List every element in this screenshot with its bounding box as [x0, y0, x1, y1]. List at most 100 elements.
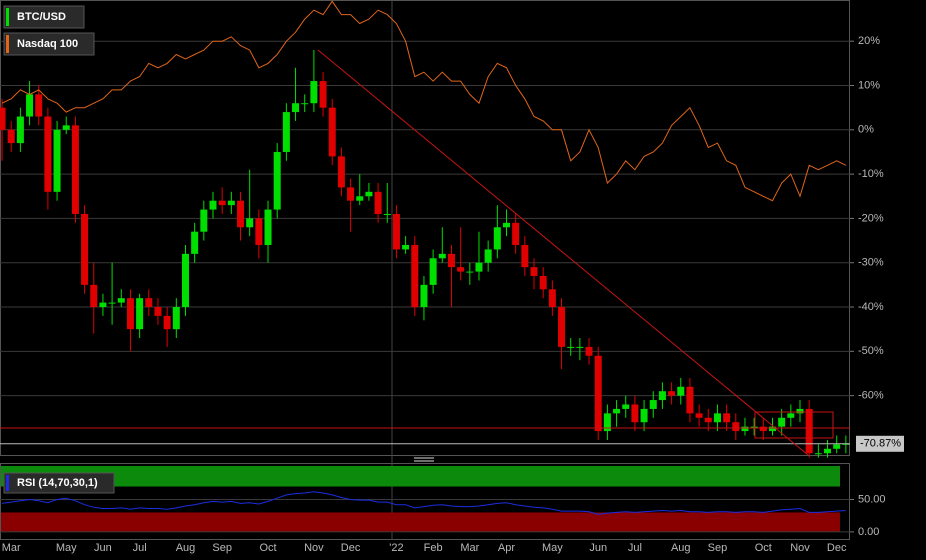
candle-body: [365, 191, 373, 197]
candle-body: [484, 249, 492, 263]
candle-body: [7, 129, 15, 144]
legend-label: Nasdaq 100: [17, 38, 78, 50]
candle-body: [814, 453, 822, 455]
candle-body: [273, 151, 281, 210]
candle-body: [768, 426, 776, 432]
legend-swatch: [6, 475, 9, 491]
last-price-box: [856, 435, 904, 452]
x-tick-label: Apr: [498, 542, 515, 554]
rsi-line: [1, 491, 846, 515]
candle-body: [594, 355, 602, 432]
x-tick-label: Jun: [94, 542, 112, 554]
panel-splitter[interactable]: [414, 457, 434, 462]
y-tick-label: -20%: [858, 212, 884, 224]
candle-body: [347, 187, 355, 201]
candle-body: [558, 307, 566, 347]
overbought-band: [1, 466, 840, 487]
x-tick-label: Oct: [259, 542, 276, 554]
candle-body: [512, 222, 520, 245]
candle-body: [191, 231, 199, 254]
rsi-title: RSI (14,70,30,1): [17, 477, 98, 489]
y-tick-label: -10%: [858, 168, 884, 180]
candle-body: [530, 267, 538, 277]
candle-body: [411, 245, 419, 308]
candle-body: [117, 298, 125, 303]
x-tick-label: Feb: [424, 542, 443, 554]
candle-body: [548, 289, 556, 308]
candle-body: [126, 298, 134, 330]
candle-body: [200, 209, 208, 232]
candle-body: [337, 156, 345, 188]
x-tick-label: Aug: [176, 542, 196, 554]
y-tick-label: -60%: [858, 390, 884, 402]
x-tick-label: '22: [389, 542, 403, 554]
candle-body: [438, 253, 446, 259]
candle-body: [677, 386, 685, 396]
candle-body: [319, 81, 327, 108]
candle-body: [16, 116, 24, 144]
candle-body: [71, 125, 79, 214]
y-tick-label: 10%: [858, 79, 880, 91]
main-panel-border: [0, 0, 850, 456]
candle-body: [90, 284, 98, 308]
x-tick-label: Jun: [589, 542, 607, 554]
drawn-rectangle: [754, 411, 834, 439]
x-tick-label: Dec: [827, 542, 847, 554]
x-tick-label: Sep: [212, 542, 232, 554]
drawings: [0, 49, 850, 456]
legend-swatch: [6, 35, 9, 53]
candle-body: [704, 417, 712, 423]
candle-body: [53, 129, 61, 192]
y-tick-label: 20%: [858, 35, 880, 47]
candle-body: [759, 426, 767, 432]
candle-body: [44, 116, 52, 192]
candle-body: [631, 404, 639, 423]
candle-body: [824, 448, 832, 454]
y-tick-label: -40%: [858, 301, 884, 313]
candle-body: [383, 213, 391, 215]
last-price-label: -70.87%: [860, 438, 901, 450]
candle-body: [695, 413, 703, 418]
candle-body: [649, 400, 657, 409]
x-tick-label: Sep: [708, 542, 728, 554]
candle-body: [328, 107, 336, 157]
candle-body: [163, 315, 171, 330]
candle-body: [567, 346, 575, 348]
y-tick-label: 0.00: [858, 526, 879, 538]
legend-box[interactable]: [3, 32, 95, 56]
trendline: [317, 49, 809, 456]
candle-body: [466, 271, 474, 273]
candle-body: [402, 245, 410, 250]
candle-body: [521, 245, 529, 268]
legend-box[interactable]: [3, 5, 85, 29]
y-tick-label: 50.00: [858, 493, 886, 505]
candle-body: [778, 417, 786, 427]
legend-swatch: [6, 8, 9, 26]
candle-body: [796, 408, 804, 414]
legend-label: BTC/USD: [17, 11, 66, 23]
candle-body: [603, 413, 611, 432]
candle-body: [136, 298, 144, 330]
legend-box[interactable]: [3, 472, 115, 494]
candle-body: [750, 426, 758, 428]
x-tick-label: Nov: [304, 542, 324, 554]
oversold-band: [1, 512, 840, 532]
candle-body: [723, 413, 731, 423]
candle-body: [447, 253, 455, 268]
rsi-panel-border: [0, 463, 850, 540]
candle-body: [429, 258, 437, 285]
rsi-panel: 50.00 0.00: [0, 466, 886, 538]
x-tick-label: Nov: [790, 542, 810, 554]
y-tick-label: 0%: [858, 124, 874, 136]
candle-body: [475, 262, 483, 272]
candle-body: [99, 302, 107, 308]
candle-body: [154, 307, 162, 316]
candle-body: [658, 391, 666, 401]
candle-body: [668, 391, 676, 396]
candle-body: [420, 284, 428, 308]
candle-body: [26, 94, 34, 117]
candle-body: [301, 103, 309, 105]
candle-body: [787, 413, 795, 418]
candle-body: [833, 444, 841, 449]
